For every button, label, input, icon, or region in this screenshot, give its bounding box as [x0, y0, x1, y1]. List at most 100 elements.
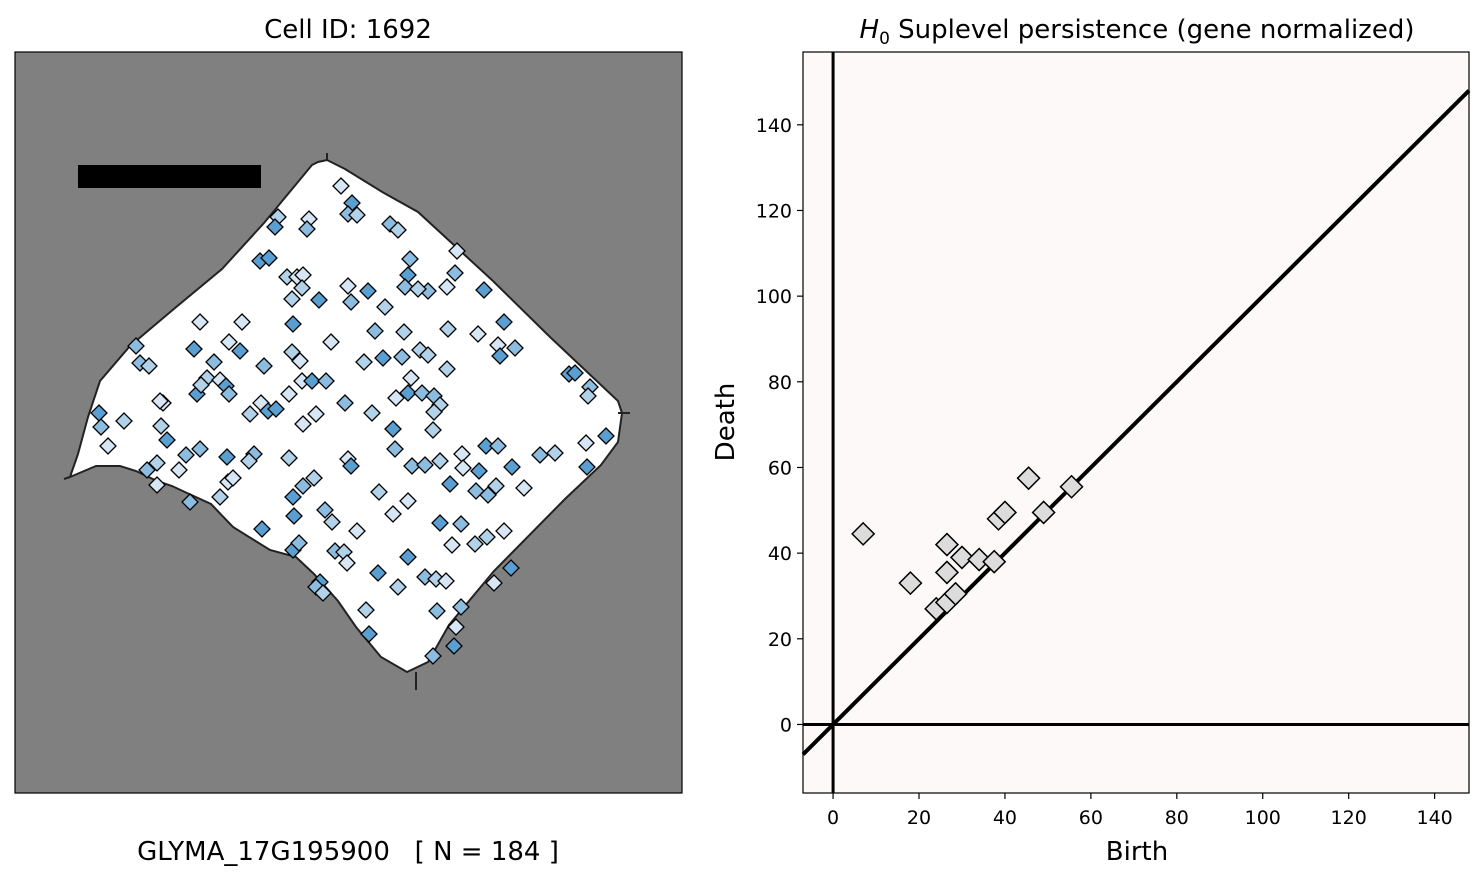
transcript-marker [303, 372, 321, 390]
transcript-marker [403, 457, 421, 475]
transcript-marker [283, 343, 301, 361]
transcript-marker [369, 564, 387, 582]
transcript-marker [438, 360, 456, 378]
transcript-marker [339, 277, 357, 295]
transcript-marker [99, 437, 117, 455]
transcript-marker [127, 337, 145, 355]
transcript-marker [425, 403, 443, 421]
transcript-marker [205, 353, 223, 371]
transcript-marker [224, 469, 242, 487]
transcript-marker [260, 249, 278, 267]
transcript-marker [477, 437, 495, 455]
transcript-marker [495, 522, 513, 540]
transcript-marker [475, 281, 493, 299]
transcript-marker [218, 448, 236, 466]
transcript-marker [298, 220, 316, 238]
transcript-marker [566, 364, 584, 382]
transcript-marker [185, 340, 203, 358]
transcript-marker [485, 574, 503, 592]
title-rest: Suplevel persistence (gene normalized) [890, 15, 1415, 45]
transcript-marker [280, 385, 298, 403]
y-tick-label: 60 [768, 457, 792, 479]
transcript-marker [386, 440, 404, 458]
transcript-marker [370, 483, 388, 501]
transcript-marker [231, 342, 249, 360]
y-tick-label: 20 [768, 629, 792, 651]
transcript-marker [409, 280, 427, 298]
transcript-marker [502, 559, 520, 577]
transcript-marker [515, 479, 533, 497]
transcript-marker [479, 486, 497, 504]
left-chart-title: Cell ID: 1692 [264, 15, 432, 45]
transcript-marker [284, 488, 302, 506]
x-tick-label: 0 [827, 807, 839, 829]
transcript-marker [363, 404, 381, 422]
persistence-point [934, 532, 960, 557]
transcript-marker [424, 421, 442, 439]
transcript-marker [531, 446, 549, 464]
transcript-marker [577, 434, 595, 452]
transcript-marker [170, 461, 188, 479]
transcript-marker [305, 469, 323, 487]
left-chart-caption: GLYMA_17G195900 [ N = 184 ] [137, 837, 559, 867]
transcript-marker [92, 418, 110, 436]
transcript-marker [466, 535, 484, 553]
transcript-marker [389, 221, 407, 239]
transcript-marker [148, 476, 166, 494]
transcript-marker [294, 415, 312, 433]
transcript-marker [374, 349, 392, 367]
transcript-marker [348, 206, 366, 224]
y-tick-label: 120 [756, 200, 792, 222]
diagonal-line [801, 89, 1471, 756]
transcript-marker [384, 420, 402, 438]
transcript-marker [495, 313, 513, 331]
transcript-marker [342, 293, 360, 311]
transcript-marker [191, 313, 209, 331]
transcript-marker [314, 584, 332, 602]
transcript-marker [384, 505, 402, 523]
transcript-marker [359, 282, 377, 300]
right-plot-frame [802, 51, 1470, 794]
transcript-marker [158, 431, 176, 449]
transcript-marker [336, 394, 354, 412]
transcript-marker [448, 242, 466, 260]
transcript-marker [399, 384, 417, 402]
transcript-marker [396, 278, 414, 296]
transcript-marker [323, 513, 341, 531]
transcript-marker [443, 536, 461, 554]
transcript-marker [416, 568, 434, 586]
transcript-marker [253, 520, 271, 538]
transcript-markers [90, 177, 615, 665]
cell-outline-spur [63, 476, 71, 480]
transcript-marker [579, 387, 597, 405]
persistence-axes [801, 52, 1471, 793]
y-tick-label: 140 [756, 115, 792, 137]
transcript-marker [280, 449, 298, 467]
right-chart-title: H0 Suplevel persistence (gene normalized… [860, 15, 1415, 49]
x-tick-label: 120 [1331, 807, 1367, 829]
transcript-marker [395, 323, 413, 341]
transcript-marker [399, 492, 417, 510]
transcript-marker [452, 515, 470, 533]
transcript-marker [355, 353, 373, 371]
transcript-marker [469, 325, 487, 343]
transcript-marker [241, 405, 259, 423]
transcript-marker [220, 385, 238, 403]
transcript-marker [177, 446, 195, 464]
transcript-marker [491, 347, 509, 365]
scale-bar [78, 165, 261, 188]
transcript-marker [401, 250, 419, 268]
y-tick-label: 40 [768, 543, 792, 565]
transcript-marker [284, 315, 302, 333]
transcript-marker [316, 501, 334, 519]
transcript-marker [192, 376, 210, 394]
x-tick-label: 20 [907, 807, 931, 829]
transcript-marker [293, 279, 311, 297]
x-tick-label: 100 [1245, 807, 1281, 829]
persistence-point [967, 547, 992, 572]
transcript-marker [597, 427, 615, 445]
transcript-marker [285, 507, 303, 525]
transcript-marker [310, 291, 328, 309]
persistence-points [851, 466, 1084, 621]
